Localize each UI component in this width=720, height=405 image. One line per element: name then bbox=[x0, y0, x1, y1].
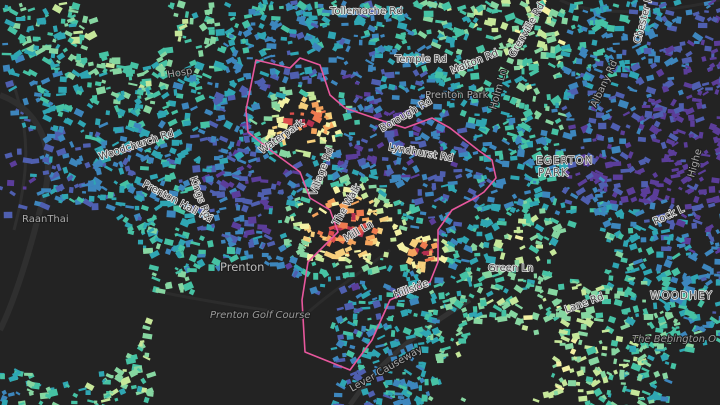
label-the-bebington: The Bebington O bbox=[632, 334, 716, 345]
label-green-lane: Green Ln bbox=[488, 263, 533, 274]
label-park: PARK bbox=[538, 167, 569, 179]
label-temple-rd: Temple Rd bbox=[394, 54, 447, 65]
label-egerton: EGERTON bbox=[536, 155, 593, 167]
label-hosp: Hosp bbox=[167, 66, 194, 81]
area-boundary bbox=[245, 57, 497, 371]
label-raanthai: RaanThai bbox=[22, 214, 69, 225]
label-village-rd: Village Rd bbox=[308, 146, 335, 197]
label-prenton-golf-course: Prenton Golf Course bbox=[210, 310, 310, 321]
label-tollemache-rd: Tollemache Rd bbox=[329, 6, 403, 17]
label-prenton: Prenton bbox=[220, 260, 264, 274]
label-woodhey: WOODHEY bbox=[650, 290, 713, 302]
label-prenton-park: Prenton Park bbox=[425, 90, 489, 101]
